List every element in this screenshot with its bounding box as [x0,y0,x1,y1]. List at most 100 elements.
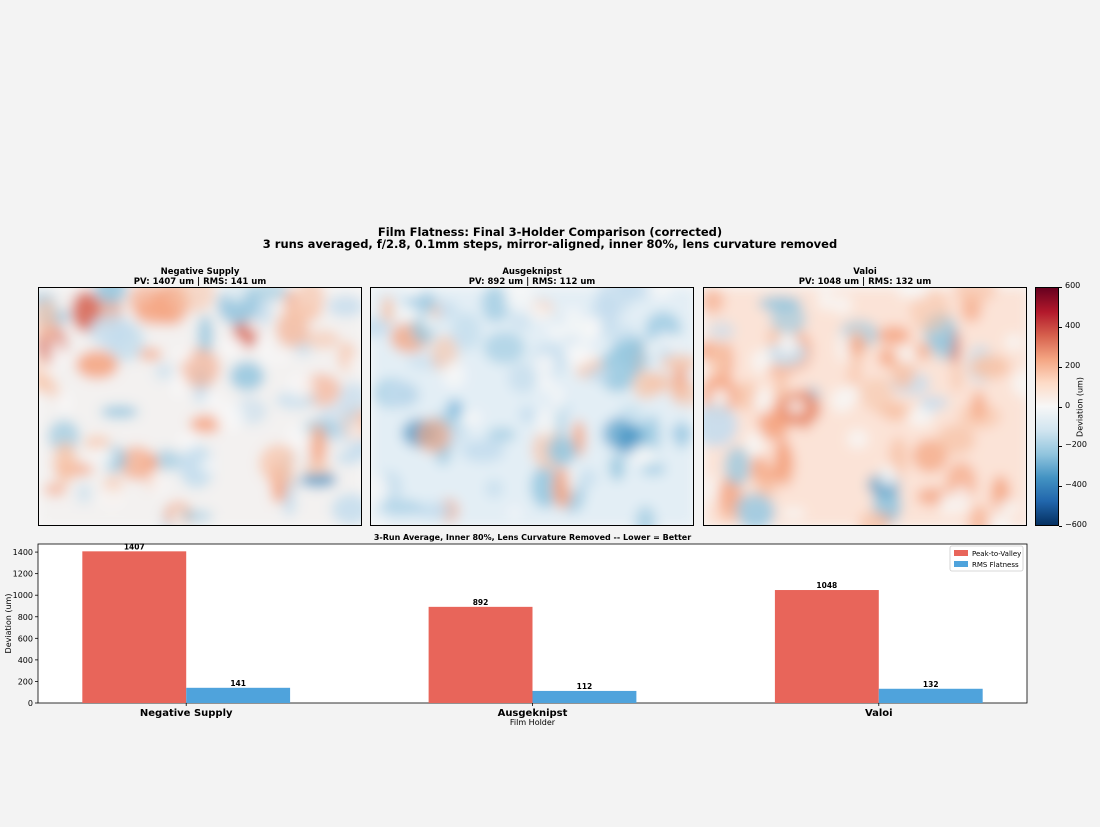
heatmap-blob [774,438,792,475]
heatmap-blob [950,360,964,393]
heatmap-blob [602,417,636,450]
legend-swatch [954,550,968,556]
heatmap-blob [659,354,693,371]
heatmap-blob [75,350,119,379]
heatmap-title-valoi: Valoi PV: 1048 um | RMS: 132 um [798,267,932,287]
bar-value-label: 892 [473,598,489,607]
y-tick-label: 1000 [13,591,33,600]
x-tick-label: Valoi [865,708,893,719]
bar-pv [774,590,879,703]
colorbar-tick [1059,446,1062,448]
heatmap-blob [889,404,902,423]
heatmap-blob [100,405,139,419]
x-tick-label: Ausgeknipst [498,708,568,719]
heatmap-blob [334,451,361,465]
legend-label: RMS Flatness [972,561,1019,569]
heatmap-blob [153,449,181,472]
heatmap-title-ausgeknipst: Ausgeknipst PV: 892 um | RMS: 112 um [468,267,596,287]
y-tick-label: 0 [28,699,33,708]
y-axis-label: Deviation (um) [4,594,13,654]
colorbar-tick [1059,366,1062,368]
heatmap-blob [733,492,775,525]
y-tick-label: 800 [18,613,33,622]
bar-value-label: 1407 [124,542,145,551]
heatmap-blob [750,454,768,470]
heatmap-blob [530,465,560,509]
bar-value-label: 112 [577,682,593,691]
heatmap-blob [487,427,517,443]
heatmap-blob [371,317,391,338]
heatmap-blob [483,331,526,365]
bar-chart-title: 3-Run Average, Inner 80%, Lens Curvature… [374,533,691,542]
heatmap-blob [970,390,986,422]
heatmap-blob [176,288,216,313]
heatmap-blob [968,504,991,525]
heatmap-blob [89,313,133,349]
heatmap-blob [724,446,751,487]
heatmap-blob [197,314,214,357]
bar-value-label: 1048 [816,581,837,590]
heatmap-blob [609,453,625,482]
heatmap-blob [247,288,289,301]
heatmap-blob [877,325,911,346]
y-tick-label: 600 [18,634,33,643]
y-tick-label: 400 [18,656,33,665]
bar-rms [878,688,983,703]
heatmap-blob [707,321,736,341]
colorbar-tick [1059,406,1062,408]
heatmap-blob [154,362,174,381]
heatmap-blob [597,322,637,342]
heatmap-blob [704,403,738,447]
heatmap-ausgeknipst [370,287,694,526]
heatmap-blob [674,421,690,449]
bar-value-label: 132 [923,680,939,689]
heatmap-blob [414,502,454,519]
heatmap-blob [259,444,299,484]
y-tick-label: 1400 [13,548,33,557]
heatmap-blob [271,488,286,503]
heatmap-blob [519,406,536,424]
heatmap-blob [953,288,997,304]
legend: Peak-to-Valley RMS Flatness [949,545,1024,572]
heatmap-blob [39,298,59,340]
heatmap-blob [575,468,598,488]
heatmap-blob [912,439,949,473]
heatmap-blob [596,288,634,315]
figure-title: Film Flatness: Final 3-Holder Comparison… [377,225,723,239]
heatmap-blob [48,420,80,453]
heatmap-blob [338,382,361,416]
colorbar-tick-label: −400 [1065,480,1087,490]
heatmap-blob [47,381,60,398]
heatmap-blob [282,484,296,517]
heatmap-blob [709,342,729,375]
heatmap-blob [547,435,577,466]
heatmap-blob [229,361,265,391]
heatmap-blob [328,429,350,445]
heatmap-blob [299,471,337,488]
heatmap-blob [598,348,637,392]
bar-rms [532,690,637,703]
heatmap-blob [76,482,92,505]
heatmap-blob [755,480,778,498]
heatmap-blob [635,505,656,525]
bar-rms [186,687,291,703]
heatmap-blob [936,424,976,455]
x-axis-label: Film Holder [510,718,556,727]
bar-pv [82,551,187,703]
heatmap-blob [53,441,78,484]
heatmap-blob [327,295,361,318]
heatmap-blob [632,370,660,400]
colorbar-tick-label: 400 [1065,320,1081,330]
colorbar-tick-label: −600 [1065,520,1087,529]
colorbar-tick [1059,526,1062,527]
heatmap-blob [450,311,482,351]
heatmap-blob [178,444,215,489]
heatmap-negative-supply [38,287,362,526]
heatmap-blob [733,381,759,411]
heatmap-blob [918,395,950,410]
figure-subtitle: 3 runs averaged, f/2.8, 0.1mm steps, mir… [262,237,838,251]
heatmap-blob [748,466,787,483]
heatmap-blob [507,362,538,394]
heatmap-blob [586,367,612,382]
